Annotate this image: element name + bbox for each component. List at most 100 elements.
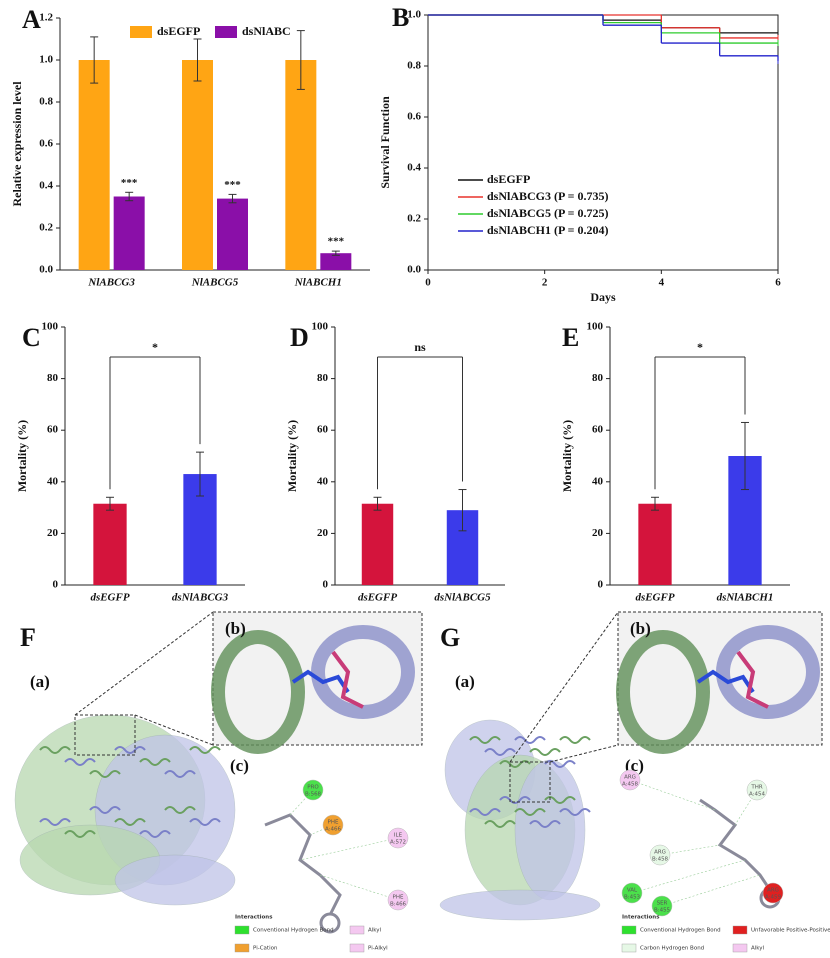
subpanel-label: (c): [230, 756, 249, 775]
panel-label: G: [440, 623, 460, 652]
residue: [387, 889, 409, 911]
y-tick-label: 40: [47, 475, 59, 487]
residue: [619, 769, 641, 791]
x-tick-label: 6: [775, 277, 781, 289]
helix: [164, 770, 196, 778]
inset-helix: [211, 630, 305, 754]
y-tick-label: 0.4: [407, 162, 421, 174]
legend-swatch: [349, 925, 365, 935]
subpanel-label: (b): [225, 619, 246, 638]
legend-swatch: [621, 943, 637, 953]
y-tick-label: 80: [47, 372, 59, 384]
interaction: [629, 779, 716, 811]
y-tick-label: 80: [592, 372, 604, 384]
legend-label: Unfavorable Positive-Positive: [751, 928, 830, 934]
y-tick-label: 0.8: [407, 60, 421, 72]
x-tick-label: dsEGFP: [635, 592, 674, 604]
protein-surface: [514, 759, 586, 901]
residue-name: PHE: [328, 820, 339, 826]
y-tick-label: 40: [592, 475, 604, 487]
panel-label: B: [392, 3, 409, 32]
legend-label: dsEGFP: [487, 172, 530, 186]
helix: [64, 758, 96, 766]
legend-title: Interactions: [235, 915, 273, 921]
x-tick-label: dsNlABCG3: [172, 592, 229, 604]
y-axis-label: Mortality (%): [285, 420, 299, 492]
y-tick-label: 0: [53, 579, 59, 591]
bar: [113, 196, 145, 270]
subpanel-label: (b): [630, 619, 651, 638]
y-tick-label: 60: [592, 424, 604, 436]
helix: [514, 808, 546, 816]
helix: [189, 818, 221, 826]
y-tick-label: 0: [598, 579, 604, 591]
residue: [322, 814, 344, 836]
residue-id: B:466: [390, 902, 407, 908]
residue-id: A:459: [765, 895, 782, 901]
helix: [64, 830, 96, 838]
y-tick-label: 1.0: [407, 9, 421, 21]
legend-title: Interactions: [622, 915, 660, 921]
bar: [217, 198, 248, 270]
legend-label: Pi-Alkyl: [368, 946, 388, 952]
legend-label: dsEGFP: [157, 24, 200, 38]
bar: [638, 503, 672, 585]
residue-name: ILE: [394, 833, 403, 839]
protein-surface: [439, 889, 601, 921]
residue-id: B:568: [305, 792, 322, 798]
y-tick-label: 1.2: [39, 12, 53, 24]
legend-label: dsNlABCG3 (P = 0.735): [487, 189, 609, 203]
x-tick-label: dsEGFP: [90, 592, 129, 604]
zoom-box: [509, 761, 551, 803]
ligand: [696, 669, 755, 694]
residue: [621, 882, 643, 904]
residue-id: B:455: [654, 908, 671, 914]
residue-name: ARG: [654, 850, 666, 856]
y-axis-label: Survival Function: [378, 96, 392, 189]
y-tick-label: 0: [323, 579, 329, 591]
helix: [114, 818, 146, 826]
bar: [182, 60, 213, 270]
zoom-line: [134, 714, 214, 746]
residue-name: SER: [657, 901, 668, 907]
helix: [139, 758, 171, 766]
legend-swatch: [732, 925, 748, 935]
y-axis-label: Mortality (%): [15, 420, 29, 492]
inset-helix: [716, 625, 820, 719]
zoom-line: [509, 611, 619, 763]
panel-label: F: [20, 623, 36, 652]
helix: [89, 770, 121, 778]
legend-label: dsNlABCG5 (P = 0.725): [487, 206, 609, 220]
x-tick-label: 0: [425, 277, 431, 289]
residue: [762, 882, 784, 904]
residue-name: VAL: [627, 888, 638, 894]
helix: [529, 748, 561, 756]
interaction: [631, 859, 746, 894]
helix: [559, 736, 591, 744]
helix: [559, 808, 591, 816]
residue-id: A:572: [390, 840, 406, 846]
y-tick-label: 0.8: [39, 96, 53, 108]
bar: [93, 503, 127, 585]
interaction: [661, 874, 761, 907]
panel-label: A: [22, 5, 41, 34]
y-tick-label: 0.6: [39, 138, 53, 150]
y-tick-label: 60: [47, 424, 59, 436]
helix: [114, 746, 146, 754]
residue-id: B:453: [624, 895, 641, 901]
y-tick-label: 60: [317, 424, 329, 436]
bar: [361, 503, 394, 585]
legend-swatch: [621, 925, 637, 935]
residue-id: A:454: [749, 792, 766, 798]
y-tick-label: 0.4: [39, 180, 53, 192]
y-axis-label: Relative expression level: [10, 81, 24, 207]
x-tick-label: dsEGFP: [358, 592, 397, 604]
y-tick-label: 0.2: [39, 222, 53, 234]
y-tick-label: 0.2: [407, 213, 421, 225]
residue-name: PHE: [393, 895, 404, 901]
y-tick-label: 0.6: [407, 111, 421, 123]
significance: ***: [328, 236, 345, 248]
x-tick-label: NlABCH1: [294, 277, 342, 289]
helix: [529, 820, 561, 828]
helix: [514, 736, 546, 744]
